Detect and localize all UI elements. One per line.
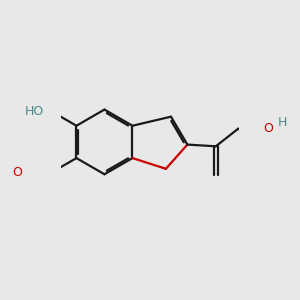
Text: HO: HO xyxy=(25,105,44,118)
Text: O: O xyxy=(263,122,273,135)
Text: H: H xyxy=(278,116,287,129)
Text: O: O xyxy=(13,166,22,179)
